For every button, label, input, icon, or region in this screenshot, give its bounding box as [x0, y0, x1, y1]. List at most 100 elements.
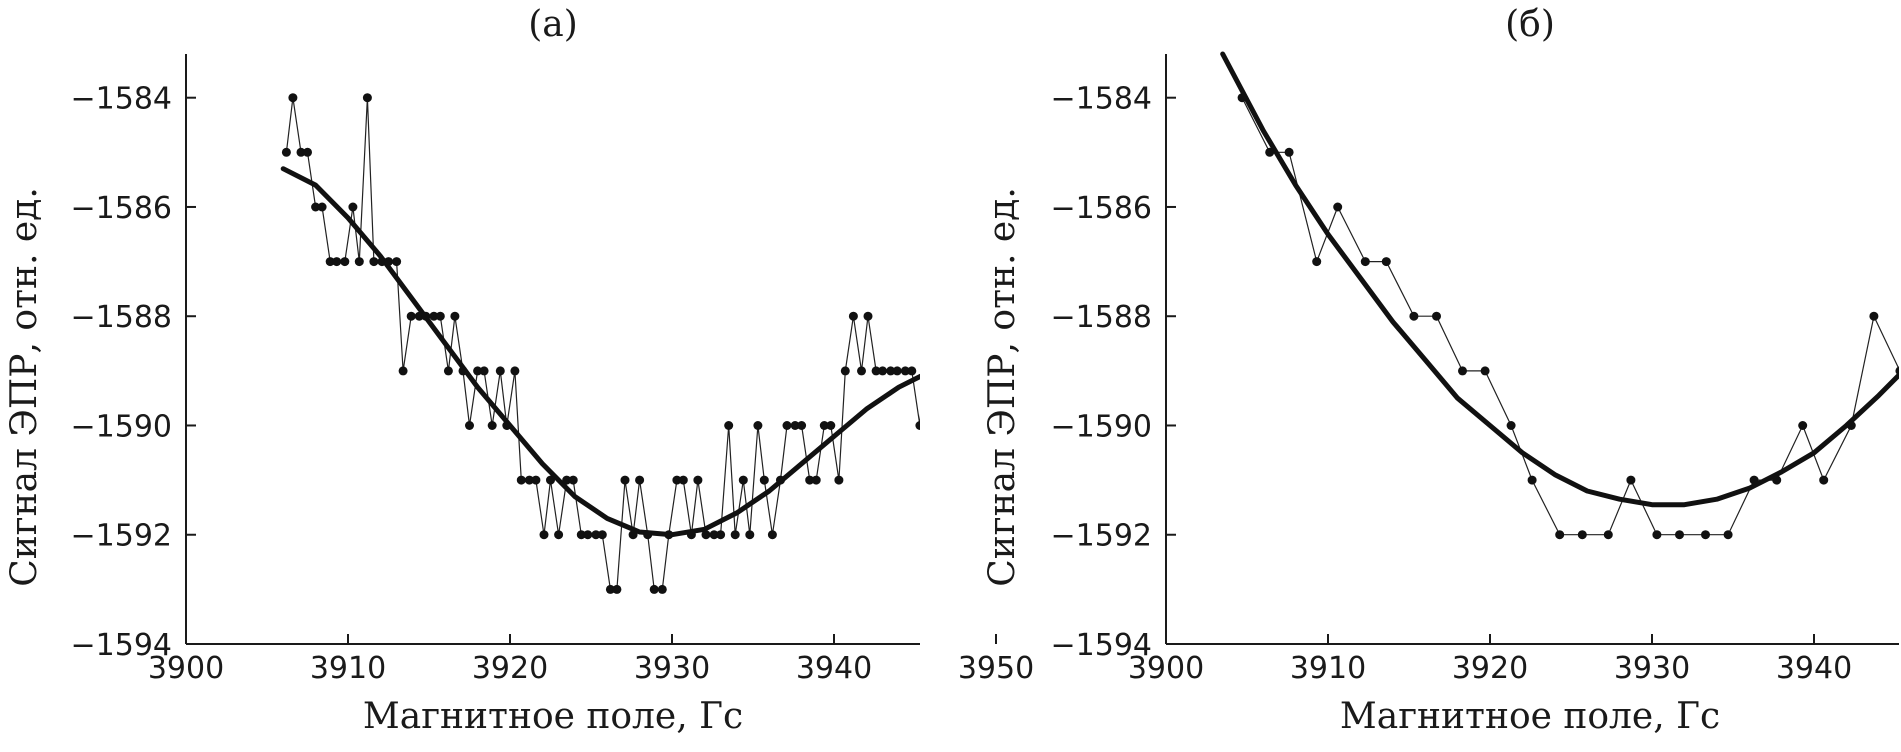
data-point [502, 421, 512, 430]
data-point [1555, 530, 1565, 540]
y-axis-label: Сигнал ЭПР, отн. ед. [982, 187, 1023, 587]
data-point [473, 366, 483, 376]
data-point [348, 202, 358, 212]
data-point [317, 202, 327, 212]
data-point [568, 475, 578, 485]
data-point [892, 366, 902, 376]
data-point [554, 530, 564, 540]
data-point [354, 257, 364, 267]
x-tick-label: 3950 [958, 651, 1034, 686]
data-point [1723, 530, 1733, 540]
data-point [605, 584, 615, 594]
data-point [546, 475, 555, 485]
data-point [819, 421, 829, 430]
y-tick-label: −1588 [71, 300, 172, 335]
data-point [392, 257, 402, 267]
data-point [369, 257, 379, 267]
y-tick-label: −1584 [71, 82, 172, 117]
data-point [776, 475, 785, 485]
data-point [465, 421, 474, 430]
data-point [435, 311, 445, 321]
data-series-line [1241, 97, 1899, 536]
x-tick-label: 3940 [796, 651, 872, 686]
data-point [1409, 311, 1419, 321]
data-point [724, 421, 734, 430]
x-tick-label: 3900 [1128, 651, 1204, 686]
data-point [871, 366, 881, 376]
data-point [583, 530, 593, 540]
data-point [620, 475, 630, 485]
data-point [945, 366, 954, 375]
data-point [414, 311, 424, 321]
x-tick-label: 3900 [148, 651, 224, 686]
data-point [516, 475, 526, 485]
data-point [288, 93, 298, 103]
data-point [1749, 475, 1759, 485]
data-point [458, 366, 468, 376]
data-point [797, 421, 807, 430]
data-point [628, 530, 638, 540]
data-series-line [285, 97, 920, 591]
data-point [281, 147, 291, 157]
data-point [672, 475, 682, 485]
data-point [1675, 530, 1684, 540]
data-point [730, 530, 740, 540]
data-point [421, 311, 431, 321]
data-point [826, 421, 836, 430]
data-point [377, 257, 387, 267]
data-points [1237, 93, 1899, 540]
data-point [753, 421, 763, 430]
data-point [657, 584, 667, 594]
y-tick-label: −1594 [71, 628, 172, 663]
x-tick-label: 3930 [634, 651, 710, 686]
data-point [443, 366, 453, 376]
data-point [1819, 475, 1829, 485]
data-point [1577, 530, 1587, 540]
x-tick-label: 3910 [1290, 651, 1366, 686]
data-point [1312, 257, 1322, 267]
data-point [1846, 421, 1856, 430]
panel-title: (б) [1505, 4, 1555, 45]
data-point [767, 530, 777, 540]
data-point [539, 530, 549, 540]
data-point [782, 421, 792, 430]
data-point [738, 475, 748, 485]
data-point [1237, 93, 1247, 103]
data-point [643, 530, 653, 540]
data-point [664, 530, 674, 540]
data-point [967, 366, 976, 375]
data-point [959, 366, 968, 375]
data-point [340, 257, 350, 267]
chart-panel-a: (а) Магнитное поле, Гс Сигнал ЭПР, отн. … [4, 4, 1034, 737]
data-point [840, 366, 850, 376]
x-tick-label: 3940 [1776, 651, 1852, 686]
data-point [612, 584, 622, 594]
fit-curve [1220, 51, 1899, 508]
data-point [325, 257, 335, 267]
data-point [406, 311, 416, 321]
data-point [1480, 366, 1490, 376]
data-point [805, 475, 815, 485]
data-point [922, 312, 931, 321]
data-point [311, 202, 321, 212]
data-point [886, 366, 896, 376]
data-point [709, 530, 719, 540]
data-point [716, 530, 726, 540]
data-point [678, 475, 688, 485]
data-point [701, 530, 711, 540]
data-point [1626, 475, 1636, 485]
data-point [398, 366, 408, 376]
data-point [1284, 147, 1294, 157]
x-axis-label: Магнитное поле, Гс [363, 696, 743, 737]
data-point [1333, 202, 1343, 212]
data-point [745, 530, 755, 540]
x-tick-label: 3930 [1614, 651, 1690, 686]
data-point [429, 311, 439, 321]
axis-ticks: 3900 3910 3920 3930 3940 3950 −1594 −1592 −1590 −… [71, 82, 1035, 686]
y-tick-label: −1584 [1051, 82, 1152, 117]
y-tick-label: −1590 [1051, 409, 1152, 444]
y-tick-label: −1590 [71, 409, 172, 444]
data-point [450, 311, 460, 321]
data-point [649, 584, 659, 594]
